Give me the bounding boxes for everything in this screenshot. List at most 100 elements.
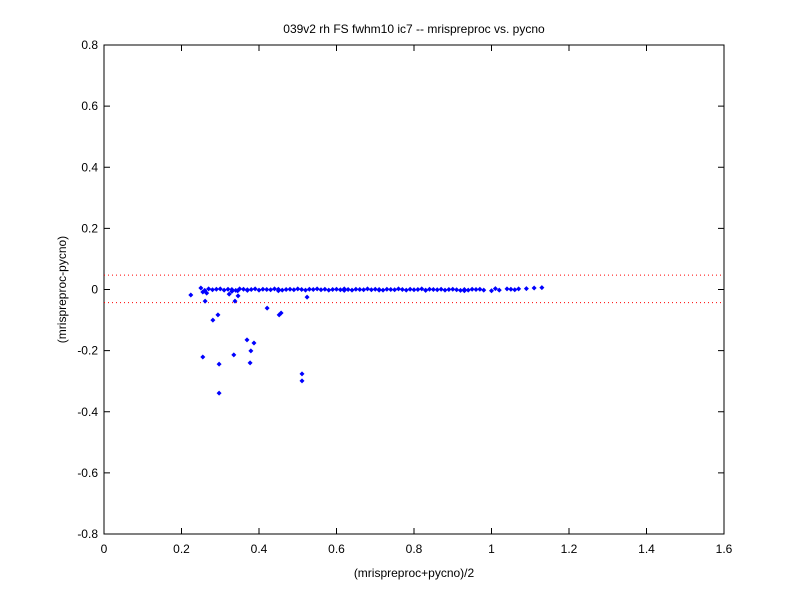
point [247,360,253,366]
point [399,287,405,292]
point [423,287,429,293]
point [198,285,204,291]
point [299,378,305,384]
y-tick-label: 0 [91,283,98,297]
point [392,287,398,293]
point [492,286,498,292]
point [461,288,467,294]
x-tick-label: 0 [101,542,108,556]
point [454,287,460,293]
point [365,286,370,292]
point [279,287,285,293]
point [477,286,483,292]
point [221,287,227,293]
point [275,288,281,294]
point [235,293,241,299]
point [539,285,545,291]
point [345,287,351,292]
point [504,286,510,292]
point [442,287,448,293]
point [427,286,432,292]
point [210,317,216,323]
point [264,287,270,292]
point [217,286,223,292]
point [318,287,324,293]
point [330,287,336,292]
point [430,287,436,292]
x-tick-label: 1.4 [638,542,655,556]
point [314,286,320,292]
point [349,287,355,293]
point [322,286,328,292]
point [260,286,266,292]
point [508,286,514,292]
point [213,286,219,292]
point [231,352,237,358]
chart-title: 039v2 rh FS fwhm10 ic7 -- mrispreproc vs… [283,22,545,36]
point [403,287,409,293]
point [376,287,382,293]
x-tick-label: 0.4 [251,542,268,556]
point [287,286,293,292]
point [496,287,502,293]
point [299,287,305,292]
y-tick-label: 0.6 [81,99,98,113]
y-tick-label: -0.2 [77,344,98,358]
point [353,286,359,292]
point [516,286,522,292]
point [200,354,206,360]
point [341,287,347,293]
point [200,289,206,295]
point [188,292,194,298]
y-tick-label: -0.6 [77,466,98,480]
point [210,287,215,293]
point [216,390,222,396]
point [326,287,332,293]
x-tick-label: 1 [488,542,495,556]
x-tick-label: 1.6 [716,542,733,556]
point [299,371,305,377]
point [241,286,246,292]
point [411,287,417,293]
point [225,286,231,292]
point [310,287,316,292]
point [295,286,301,292]
point [306,286,312,292]
point [446,287,452,292]
point [372,286,378,292]
x-tick-label: 1.2 [561,542,578,556]
point [235,288,241,294]
y-tick-label: 0.2 [81,221,98,235]
point [384,286,390,292]
point [465,287,471,293]
point [272,286,277,292]
point [304,294,310,300]
point [523,286,529,292]
point [434,287,440,293]
point [256,287,262,293]
y-axis-label: (mrispreproc-pycno) [55,236,69,343]
point [303,287,308,293]
y-tick-label: -0.8 [77,527,98,541]
point [450,286,456,292]
point [337,287,343,293]
point [438,286,444,292]
point [216,361,222,367]
point [489,288,494,294]
y-tick-label: -0.4 [77,405,98,419]
x-tick-label: 0.6 [328,542,345,556]
point [244,337,250,343]
point [415,287,421,292]
x-axis-label: (mrispreproc+pycno)/2 [354,566,475,580]
point [268,287,274,293]
point [252,286,258,292]
point [481,287,487,293]
point [357,287,363,292]
point [419,286,425,292]
point [232,298,238,304]
point [469,286,475,292]
point [278,310,284,316]
point [291,287,297,293]
point [248,348,254,354]
